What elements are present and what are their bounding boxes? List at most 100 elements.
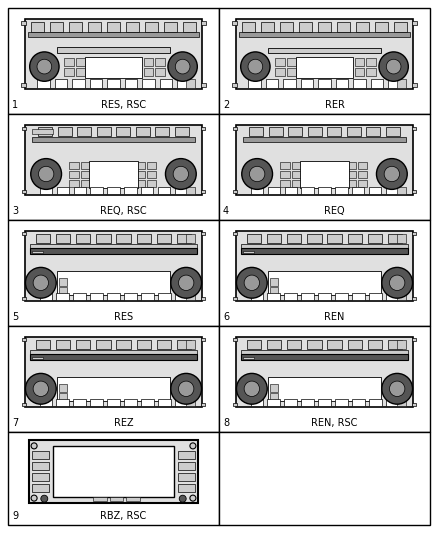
Bar: [30, 244, 197, 248]
Bar: [299, 22, 312, 31]
Bar: [301, 79, 313, 87]
Bar: [335, 293, 348, 300]
Bar: [81, 171, 91, 177]
Bar: [286, 68, 297, 76]
Bar: [232, 21, 237, 25]
Bar: [59, 287, 67, 295]
Bar: [335, 187, 347, 195]
Circle shape: [242, 159, 272, 189]
Bar: [249, 127, 263, 135]
Bar: [126, 497, 140, 501]
Bar: [186, 340, 195, 349]
Bar: [141, 187, 153, 195]
Bar: [301, 293, 314, 300]
Bar: [266, 79, 278, 87]
Bar: [375, 22, 388, 31]
Bar: [8, 8, 219, 114]
Text: REN: REN: [324, 312, 345, 322]
Bar: [164, 22, 177, 31]
Circle shape: [389, 381, 405, 397]
Bar: [233, 297, 237, 300]
Circle shape: [25, 268, 56, 298]
Bar: [74, 399, 86, 406]
Bar: [301, 187, 314, 195]
Bar: [412, 83, 417, 87]
Bar: [142, 79, 155, 87]
Bar: [268, 127, 283, 135]
Bar: [327, 340, 342, 349]
Bar: [369, 187, 381, 195]
Bar: [268, 377, 381, 401]
Bar: [137, 340, 151, 349]
Bar: [287, 234, 301, 243]
Bar: [96, 340, 111, 349]
Bar: [267, 234, 281, 243]
Bar: [81, 180, 91, 187]
Bar: [40, 187, 53, 195]
Bar: [412, 297, 416, 300]
Bar: [177, 340, 191, 349]
Bar: [56, 234, 70, 243]
Bar: [347, 234, 362, 243]
Bar: [397, 79, 406, 87]
Bar: [286, 58, 297, 66]
Bar: [267, 340, 281, 349]
Bar: [346, 180, 356, 187]
Bar: [412, 403, 416, 406]
Bar: [296, 58, 353, 78]
Circle shape: [250, 166, 265, 182]
Bar: [353, 79, 366, 87]
Bar: [39, 293, 53, 300]
Bar: [69, 180, 79, 187]
Bar: [136, 127, 150, 135]
Bar: [251, 293, 263, 300]
Bar: [397, 293, 406, 300]
Bar: [388, 234, 403, 243]
Bar: [412, 338, 416, 341]
Bar: [240, 33, 410, 36]
Circle shape: [244, 381, 260, 397]
Bar: [88, 22, 101, 31]
Circle shape: [178, 381, 194, 397]
Bar: [56, 340, 70, 349]
Bar: [357, 180, 367, 187]
Bar: [93, 497, 107, 501]
Bar: [280, 161, 290, 168]
Bar: [307, 340, 321, 349]
Bar: [22, 232, 26, 235]
Bar: [38, 127, 53, 135]
Bar: [201, 338, 205, 341]
Bar: [35, 234, 50, 243]
Text: REQ: REQ: [324, 206, 345, 216]
Bar: [307, 127, 322, 135]
Bar: [241, 248, 408, 254]
Bar: [32, 137, 195, 142]
Text: 9: 9: [12, 511, 18, 521]
Bar: [125, 79, 137, 87]
Bar: [219, 220, 430, 326]
Bar: [243, 357, 254, 359]
Bar: [241, 244, 408, 248]
Bar: [74, 187, 86, 195]
Bar: [76, 234, 91, 243]
Bar: [366, 127, 380, 135]
Bar: [268, 271, 381, 295]
Bar: [107, 22, 120, 31]
Bar: [175, 127, 189, 135]
Bar: [25, 19, 202, 89]
Bar: [219, 432, 430, 525]
Text: 5: 5: [12, 312, 18, 322]
Bar: [85, 58, 142, 78]
Bar: [388, 340, 403, 349]
Bar: [183, 22, 196, 31]
Text: 2: 2: [223, 100, 229, 110]
Bar: [201, 403, 205, 406]
Bar: [74, 293, 86, 300]
Bar: [147, 161, 156, 168]
Circle shape: [384, 166, 399, 182]
Bar: [318, 79, 331, 87]
Bar: [96, 234, 111, 243]
Bar: [57, 293, 69, 300]
Bar: [385, 399, 399, 406]
Circle shape: [389, 275, 405, 290]
